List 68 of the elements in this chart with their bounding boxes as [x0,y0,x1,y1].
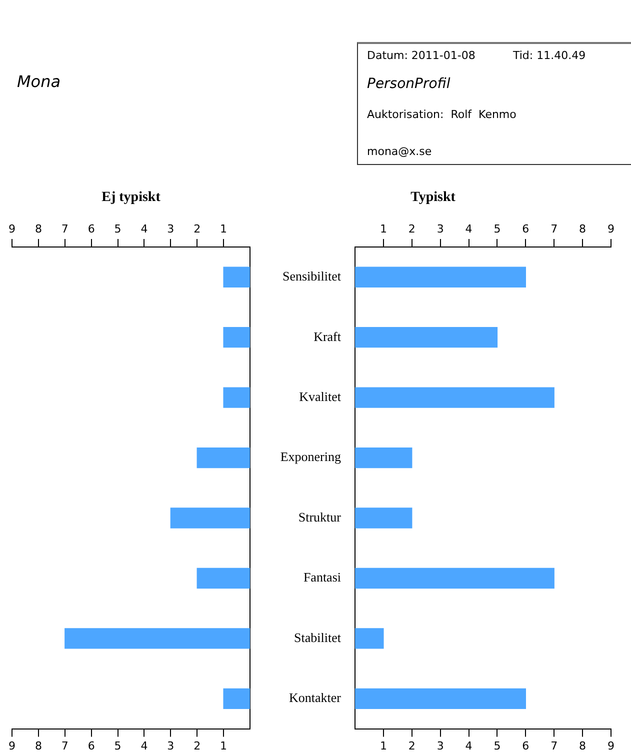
x2-tick-label: 5 [494,739,501,752]
x-tick-label: 5 [114,222,122,236]
x2-tick-label: 8 [34,739,42,752]
x-tick-label: 1 [220,222,228,236]
bar [223,327,250,348]
x-tick-label: 9 [608,222,614,236]
x2-tick-label: 2 [408,739,416,752]
bar [64,628,250,649]
y-tick-label: Stabilitet [294,630,342,645]
bar [170,508,250,528]
y-tick-label: Kraft [314,328,342,344]
bar [355,266,526,288]
x-tick-label: 7 [61,222,68,236]
text: Datum: 2011-01-08 [367,49,476,62]
chart-title: Ej typiskt [102,190,161,206]
x-tick-label: 1 [380,222,387,236]
bar [223,266,250,288]
x-tick-label: 2 [408,222,416,236]
x2-tick-label: 4 [140,739,148,752]
bar [355,387,554,408]
text: Auktorisation: Rolf Kenmo [367,108,516,121]
x2-tick-label: 9 [8,739,16,752]
x2-tick-label: 5 [114,739,122,752]
x2-tick-label: 7 [61,739,68,752]
x2-tick-label: 9 [608,739,614,752]
text: Mona [17,72,61,91]
x-tick-label: 7 [550,222,558,236]
y-tick-label: Sensibilitet [282,268,342,284]
bar [223,387,250,408]
text: mona@x.se [367,145,432,158]
x2-tick-label: 3 [167,739,174,752]
x2-tick-label: 6 [88,739,95,752]
x-tick-label: 3 [167,222,174,236]
bar [355,628,384,649]
x2-tick-label: 1 [220,739,228,752]
x-tick-label: 2 [194,222,201,236]
y-tick-label: Exponering [280,449,342,464]
x-tick-label: 9 [8,222,16,236]
bar [355,688,526,710]
chart-title: Typiskt [410,190,456,206]
x2-tick-label: 1 [380,739,387,752]
x2-tick-label: 3 [436,739,444,752]
x2-tick-label: 7 [550,739,558,752]
text: PersonProfil [367,76,450,92]
bar [196,447,250,468]
x-tick-label: 4 [140,222,148,236]
x2-tick-label: 2 [194,739,201,752]
bar [355,508,412,528]
x2-tick-label: 8 [579,739,586,752]
y-tick-label: Fantasi [303,570,342,585]
bar [196,568,250,589]
y-tick-label: Kontakter [289,690,342,706]
x-tick-label: 8 [579,222,586,236]
x2-tick-label: 4 [465,739,472,752]
bar [355,327,498,348]
bar [355,447,412,468]
x-tick-label: 4 [465,222,472,236]
x-tick-label: 3 [436,222,444,236]
x-tick-label: 5 [494,222,501,236]
bar [223,688,250,710]
y-tick-label: Kvalitet [299,388,342,404]
x2-tick-label: 6 [522,739,530,752]
text: Tid: 11.40.49 [513,49,586,62]
x-tick-label: 6 [88,222,95,236]
bar [355,568,554,589]
x-tick-label: 6 [522,222,530,236]
x-tick-label: 8 [34,222,42,236]
y-tick-label: Struktur [298,509,342,524]
